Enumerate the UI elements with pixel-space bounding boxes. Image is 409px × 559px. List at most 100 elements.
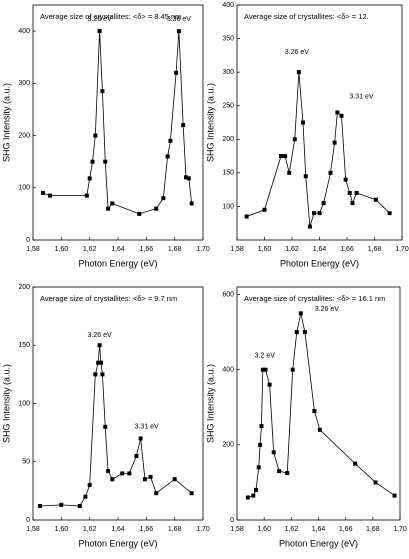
peak-label: 3.36 eV	[167, 16, 191, 23]
x-tick-label: 1,68	[168, 526, 182, 533]
y-tick-label: 100	[18, 400, 30, 407]
marker	[258, 442, 263, 447]
data-line	[40, 345, 192, 507]
y-tick-label: 100	[222, 203, 234, 210]
marker	[100, 89, 105, 94]
x-tick-label: 1,70	[196, 526, 210, 533]
marker	[154, 491, 159, 496]
data-line	[247, 313, 395, 498]
marker	[335, 110, 340, 115]
marker	[87, 483, 92, 488]
marker	[317, 427, 322, 432]
marker	[90, 159, 95, 164]
marker	[279, 154, 283, 159]
y-tick-label: 400	[222, 367, 234, 374]
x-tick-label: 1,68	[368, 246, 382, 253]
data-line	[42, 31, 193, 215]
marker	[97, 29, 102, 34]
annotation: Average size of crystallites: <δ> = 9.7 …	[40, 294, 177, 303]
plot-frame	[32, 4, 204, 241]
marker	[277, 469, 282, 474]
marker	[96, 360, 101, 365]
x-tick-label: 1,58	[230, 246, 244, 253]
marker	[392, 493, 397, 498]
y-axis-label: SHG Intensity (a.u.)	[1, 364, 11, 443]
marker	[350, 201, 355, 206]
y-axis-label: SHG Intensity (a.u.)	[205, 364, 215, 443]
x-axis-label: Photon Energy (eV)	[280, 258, 359, 268]
x-tick-label: 1,64	[312, 526, 326, 533]
marker	[339, 113, 344, 118]
marker	[353, 461, 358, 466]
marker	[312, 211, 316, 216]
x-tick-label: 1,70	[196, 246, 210, 253]
y-axis-label: SHG Intensity (a.u.)	[1, 83, 11, 162]
x-tick-label: 1,66	[140, 526, 154, 533]
y-tick-label: 150	[18, 342, 30, 349]
marker	[106, 206, 111, 211]
marker	[294, 330, 299, 335]
marker	[189, 201, 194, 206]
marker	[285, 471, 290, 476]
marker	[343, 177, 348, 182]
marker	[181, 123, 186, 128]
marker	[303, 174, 308, 179]
marker	[302, 330, 307, 335]
peak-label: 3.31 eV	[349, 93, 373, 100]
marker	[103, 424, 108, 429]
marker	[154, 206, 159, 211]
marker	[262, 207, 267, 212]
marker	[354, 191, 359, 195]
marker	[99, 360, 103, 365]
marker	[287, 170, 292, 175]
marker	[84, 193, 89, 198]
marker	[120, 471, 125, 476]
y-tick-label: 300	[18, 80, 30, 87]
marker	[267, 382, 272, 387]
marker	[271, 450, 276, 455]
marker	[38, 504, 43, 509]
x-tick-label: 1,60	[55, 526, 69, 533]
x-tick-label: 1,62	[83, 246, 97, 253]
x-tick-label: 1,62	[83, 526, 97, 533]
marker	[260, 367, 265, 372]
marker	[97, 343, 102, 348]
marker	[174, 70, 179, 75]
marker	[165, 154, 170, 159]
y-tick-label: 100	[18, 185, 30, 192]
marker	[59, 502, 64, 507]
x-tick-label: 1,66	[140, 246, 154, 253]
marker	[292, 137, 297, 142]
marker	[328, 170, 333, 175]
x-tick-label: 1,64	[111, 526, 125, 533]
x-tick-label: 1,64	[313, 246, 327, 253]
marker	[189, 491, 194, 496]
marker	[137, 211, 142, 216]
marker	[373, 197, 378, 202]
x-tick-label: 1,70	[393, 526, 407, 533]
peak-label: 3.26 eV	[88, 332, 112, 339]
marker	[184, 175, 188, 180]
plot-frame	[32, 286, 204, 521]
y-tick-label: 50	[22, 459, 30, 466]
marker	[161, 196, 166, 201]
y-tick-label: 0	[26, 237, 30, 244]
marker	[103, 159, 108, 164]
plot-frame	[236, 4, 403, 241]
marker	[307, 224, 312, 229]
x-tick-label: 1,66	[339, 526, 353, 533]
marker	[283, 154, 288, 159]
marker	[186, 176, 191, 181]
peak-label: 3.2 eV	[255, 353, 276, 360]
marker	[373, 480, 378, 485]
annotation: Average size of crystallites: <δ> = 8.45…	[40, 12, 181, 21]
marker	[142, 477, 147, 482]
marker	[148, 474, 153, 479]
annotation: Average size of crystallites: <δ> = 12.	[244, 12, 369, 21]
marker	[77, 504, 82, 509]
x-tick-label: 1,60	[258, 246, 272, 253]
marker	[110, 201, 115, 206]
x-tick-label: 1,58	[26, 526, 40, 533]
marker	[387, 211, 392, 216]
